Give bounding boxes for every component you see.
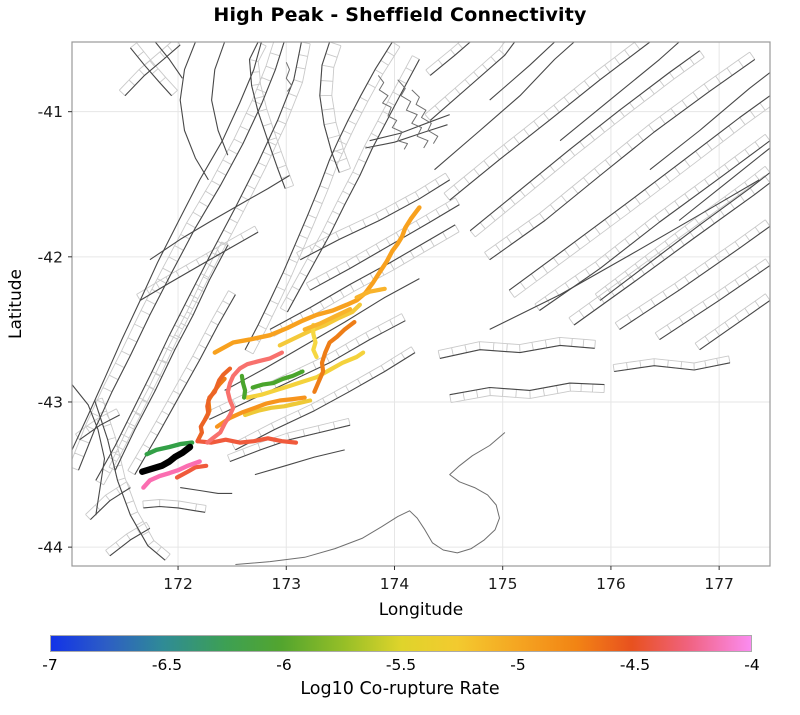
- x-tick-label: 176: [596, 575, 626, 593]
- colorbar-tick-label: -6.5: [151, 656, 183, 674]
- rupture-path-green-southwest: [144, 440, 195, 457]
- x-tick-label: 174: [380, 575, 410, 593]
- rupture-path-amber-east: [354, 286, 387, 300]
- rupture-path-yellow-descender: [311, 322, 319, 360]
- chart-title: High Peak - Sheffield Connectivity: [213, 4, 587, 26]
- axis-ticks: 172 173 174 175 176 177 -41 -42 -43 -44: [38, 103, 734, 593]
- rupture-path-red-southwest: [174, 463, 209, 480]
- rupture-path-amber-west: [302, 307, 353, 332]
- rupture-path-salmon-scurve: [205, 350, 284, 445]
- x-tick-label: 177: [704, 575, 734, 593]
- rupture-path-green-middle: [250, 369, 305, 390]
- rupture-path-red-ascender: [195, 366, 233, 444]
- rupture-path-pink-southwest: [141, 459, 202, 490]
- rupture-path-red-horizontal: [195, 436, 299, 445]
- y-axis-label: Latitude: [6, 269, 26, 339]
- fault-traces: [72, 42, 770, 561]
- coastlines: [235, 62, 506, 565]
- rupture-paths: [139, 205, 422, 490]
- grid-lines: [72, 42, 770, 566]
- fault-surface-projections: [72, 42, 770, 561]
- colorbar: -7 -6.5 -6 -5.5 -5 -4.5 -4: [42, 635, 760, 674]
- x-tick-label: 175: [488, 575, 518, 593]
- rupture-path-yellow-north: [277, 302, 362, 348]
- x-tick-label: 172: [163, 575, 193, 593]
- x-tick-label: 173: [271, 575, 301, 593]
- y-tick-label: -44: [38, 539, 63, 557]
- y-tick-label: -41: [38, 103, 63, 121]
- rupture-path-source-section-black: [139, 443, 194, 475]
- colorbar-tick-label: -4: [744, 656, 760, 674]
- rupture-path-orange-middle: [214, 395, 307, 429]
- y-tick-label: -42: [38, 248, 63, 266]
- y-tick-label: -43: [38, 393, 63, 411]
- colorbar-gradient: [50, 635, 752, 652]
- colorbar-tick-label: -6: [276, 656, 292, 674]
- colorbar-label: Log10 Co-rupture Rate: [300, 679, 500, 699]
- colorbar-tick-label: -7: [42, 656, 58, 674]
- colorbar-tick-label: -5.5: [385, 656, 417, 674]
- x-axis-label: Longitude: [378, 600, 464, 620]
- colorbar-tick-label: -5: [510, 656, 526, 674]
- rupture-path-green-short: [239, 373, 248, 400]
- rupture-path-yellow-south: [243, 398, 313, 418]
- plot-frame: [71, 41, 771, 567]
- rupture-path-yellow-middle: [245, 350, 366, 400]
- colorbar-tick-labels: -7 -6.5 -6 -5.5 -5 -4.5 -4: [42, 656, 759, 676]
- rupture-path-darkorange-descender: [312, 320, 357, 394]
- map-contents: [72, 42, 770, 565]
- colorbar-tick-label: -4.5: [619, 656, 651, 674]
